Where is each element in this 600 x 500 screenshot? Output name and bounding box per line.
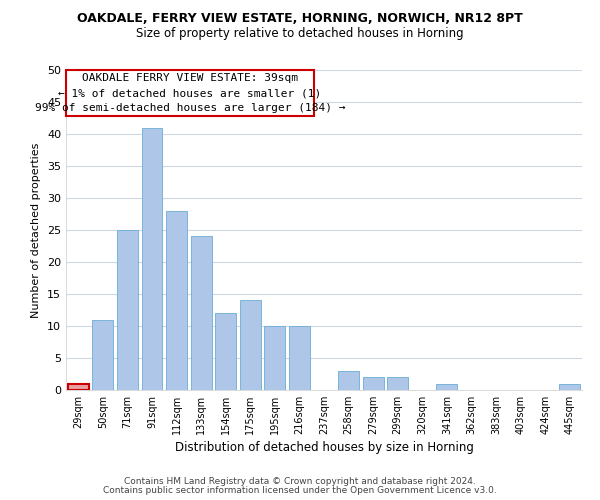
Bar (338, 371, 359, 390)
X-axis label: Distribution of detached houses by size in Horning: Distribution of detached houses by size … (175, 441, 473, 454)
Bar (215, 313, 236, 390)
Text: OAKDALE FERRY VIEW ESTATE: 39sqm
← 1% of detached houses are smaller (1)
99% of : OAKDALE FERRY VIEW ESTATE: 39sqm ← 1% of… (35, 73, 346, 113)
Bar (387, 377, 408, 390)
Text: Contains HM Land Registry data © Crown copyright and database right 2024.: Contains HM Land Registry data © Crown c… (124, 477, 476, 486)
Text: OAKDALE, FERRY VIEW ESTATE, HORNING, NORWICH, NR12 8PT: OAKDALE, FERRY VIEW ESTATE, HORNING, NOR… (77, 12, 523, 26)
Bar (191, 236, 212, 390)
Bar (68, 384, 89, 390)
Bar (240, 300, 261, 390)
Text: Contains public sector information licensed under the Open Government Licence v3: Contains public sector information licen… (103, 486, 497, 495)
Bar (559, 384, 580, 390)
Bar (166, 211, 187, 390)
Bar (289, 326, 310, 390)
Bar (92, 320, 113, 390)
Bar (117, 230, 138, 390)
Bar (436, 384, 457, 390)
Bar (265, 326, 286, 390)
Y-axis label: Number of detached properties: Number of detached properties (31, 142, 41, 318)
Text: Size of property relative to detached houses in Horning: Size of property relative to detached ho… (136, 28, 464, 40)
Bar (362, 377, 383, 390)
Bar (142, 128, 163, 390)
